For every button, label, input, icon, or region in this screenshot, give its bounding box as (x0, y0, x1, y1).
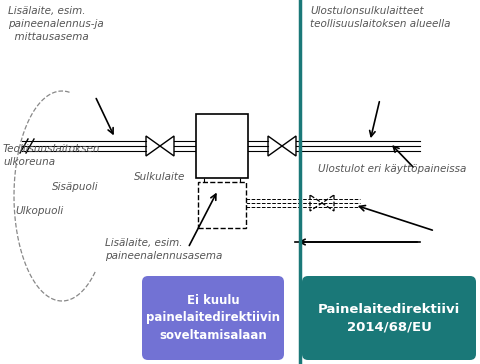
Text: Lisälaite, esim.
paineenalennusasema: Lisälaite, esim. paineenalennusasema (105, 238, 222, 261)
Text: Painelaitedirektiivi
2014/68/EU: Painelaitedirektiivi 2014/68/EU (317, 303, 459, 333)
Text: Teollisuuslaitoksen
ulkoreuna: Teollisuuslaitoksen ulkoreuna (3, 144, 100, 167)
Bar (198, 182, 245, 228)
Text: Ulkopuoli: Ulkopuoli (15, 206, 63, 216)
FancyBboxPatch shape (142, 276, 283, 360)
Text: Lisälaite, esim.
paineenalennus-ja
  mittausasema: Lisälaite, esim. paineenalennus-ja mitta… (8, 6, 104, 41)
Text: Ulostulonsulkulaitteet
teollisuuslaitoksen alueella: Ulostulonsulkulaitteet teollisuuslaitoks… (309, 6, 450, 29)
FancyBboxPatch shape (301, 276, 475, 360)
Text: Ulostulot eri käyttöpaineissa: Ulostulot eri käyttöpaineissa (317, 164, 466, 174)
Bar (195, 114, 248, 178)
Text: Sisäpuoli: Sisäpuoli (52, 182, 98, 192)
Text: Ei kuulu
painelaitedirektiivin
soveltamisalaan: Ei kuulu painelaitedirektiivin soveltami… (146, 294, 279, 342)
Text: Sulkulaite: Sulkulaite (134, 172, 185, 182)
